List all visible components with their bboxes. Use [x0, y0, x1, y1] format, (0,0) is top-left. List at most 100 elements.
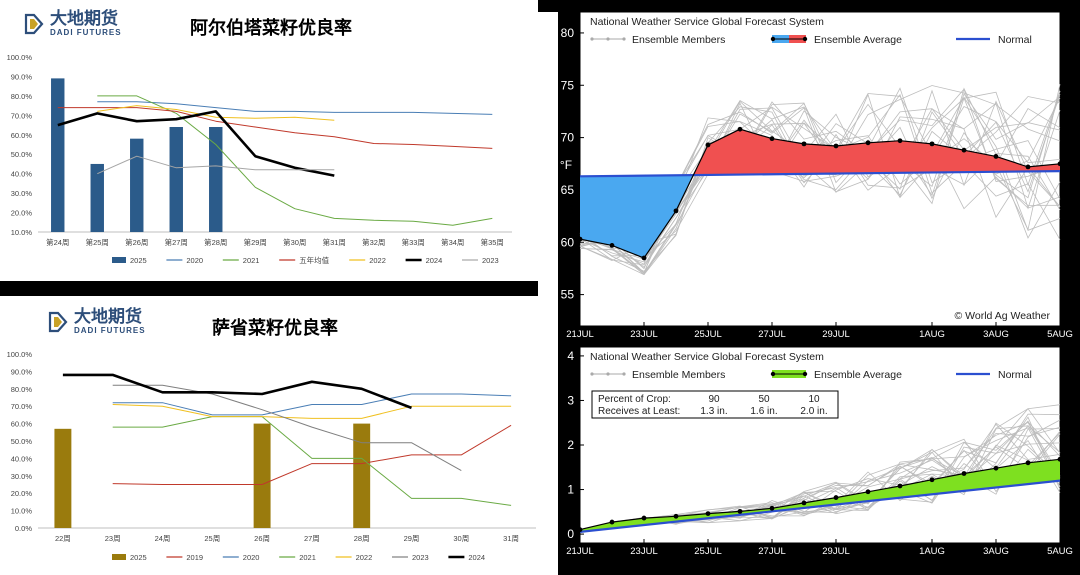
y-tick-label: 20.0% [11, 489, 33, 498]
y-tick-label: 80 [561, 26, 575, 40]
ensemble-average-point [801, 500, 807, 506]
ensemble-average-point [961, 147, 967, 153]
x-tick-label: 第32周 [362, 237, 385, 247]
ensemble-average-point [993, 465, 999, 471]
average-normal-fill [644, 175, 676, 258]
x-tick-label: 5AUG [1047, 546, 1073, 557]
x-tick-label: 第33周 [402, 237, 425, 247]
legend-label-2023: 2023 [482, 256, 499, 265]
crop-table-row2-label: Receives at Least: [598, 406, 680, 417]
legend-label-2022: 2022 [356, 553, 373, 562]
ensemble-average-point [577, 527, 583, 533]
y-axis-label: °F [560, 158, 572, 172]
legend-average-dot [802, 36, 808, 42]
ensemble-member-line [579, 96, 1061, 275]
ensemble-average-point [1025, 164, 1031, 170]
legend-label-members: Ensemble Members [632, 34, 725, 46]
ensemble-average-point [833, 143, 839, 149]
x-tick-label: 28周 [354, 534, 370, 543]
legend-label-2020: 2020 [186, 256, 203, 265]
ensemble-average-point [1057, 161, 1063, 167]
crop-table-row2-value: 1.3 in. [700, 406, 727, 417]
average-normal-fill [693, 144, 708, 176]
legend-label-members: Ensemble Members [632, 369, 725, 381]
x-tick-label: 25周 [204, 534, 220, 543]
brand-name-cn: 大地期货 [50, 9, 118, 29]
x-tick-label: 第31周 [323, 237, 346, 247]
y-tick-label: 0.0% [15, 524, 32, 533]
y-tick-label: 40.0% [11, 170, 33, 179]
x-tick-label: 27周 [304, 534, 320, 543]
y-tick-label: 1 [567, 483, 574, 497]
legend-label-2021: 2021 [243, 256, 260, 265]
x-tick-label: 第34周 [441, 237, 464, 247]
ensemble-average-point [929, 477, 935, 483]
average-normal-fill [964, 150, 996, 173]
x-tick-label: 29周 [404, 534, 420, 543]
ensemble-average-point [833, 495, 839, 500]
brand-logo: 大地期货 DADI FUTURES [22, 10, 122, 37]
crop-table-row1-label: Percent of Crop: [598, 394, 671, 405]
y-tick-label: 10.0% [11, 507, 33, 516]
average-normal-fill [900, 140, 932, 173]
x-tick-label: 27JUL [758, 546, 785, 557]
x-tick-label: 第27周 [165, 237, 188, 247]
brand-name-en-2: DADI FUTURES [74, 326, 146, 335]
legend-members-dot [590, 372, 594, 376]
nws-title: National Weather Service Global Forecast… [590, 16, 824, 28]
y-tick-label: 70.0% [11, 402, 33, 411]
bar-2025 [130, 138, 144, 232]
legend-label-normal: Normal [998, 369, 1032, 381]
legend-average-dot [770, 371, 776, 377]
crop-table-row2-value: 1.6 in. [750, 406, 777, 417]
ensemble-average-point [993, 154, 999, 159]
legend-label-2023: 2023 [412, 553, 429, 562]
ensemble-member-line [579, 93, 1061, 275]
average-normal-fill [836, 142, 868, 174]
brand-mark-icon [48, 311, 68, 332]
alberta-chart-svg: 10.0% 20.0% 30.0% 40.0% 50.0% 60.0% 70.0% 80.0%… [7, 53, 512, 265]
y-tick-label: 70 [561, 131, 575, 145]
series-line-2020 [112, 393, 512, 416]
legend-swatch-2025 [112, 554, 126, 560]
series-line-2021 [112, 416, 512, 506]
credit-text: © World Ag Weather [955, 310, 1051, 322]
saskatchewan-chart-title: 萨省菜籽优良率 [212, 318, 338, 339]
legend-swatch-2025 [112, 257, 126, 263]
legend-label-normal: Normal [998, 34, 1032, 46]
series-line-2024 [57, 110, 335, 177]
series-line-2023 [97, 155, 335, 175]
average-normal-fill [996, 156, 1028, 172]
legend-label-五年均值: 五年均值 [299, 255, 329, 265]
x-tick-label: 27JUL [758, 329, 785, 339]
average-normal-fill [1028, 163, 1060, 172]
ensemble-average-point [609, 519, 615, 525]
nws-precipitation-panel: 0 1 2 3 4 21JUL 23JUL 25JUL 27JUL 29JUL 1AUG 3AUG 5A… [558, 339, 1080, 575]
ensemble-average-point [577, 236, 583, 242]
y-tick-label: 20.0% [11, 209, 33, 218]
y-tick-label: 50.0% [11, 437, 33, 446]
x-tick-label: 第30周 [283, 237, 306, 247]
x-tick-label: 24周 [155, 534, 171, 543]
series-line-五年均值 [57, 107, 493, 149]
legend-label-2021: 2021 [299, 553, 316, 562]
y-tick-label: 50.0% [11, 150, 33, 159]
ensemble-average-point [769, 505, 775, 511]
ensemble-average-point [641, 255, 647, 261]
ensemble-average-point [609, 243, 615, 248]
average-normal-fill [580, 175, 612, 246]
legend-members-dot [606, 37, 610, 41]
average-normal-fill [580, 459, 1060, 532]
x-tick-label: 第35周 [481, 237, 504, 247]
y-tick-label: 75 [561, 78, 575, 92]
y-tick-label: 2 [567, 438, 574, 452]
ensemble-average-point [1025, 460, 1031, 466]
y-tick-label: 3 [567, 393, 574, 407]
ensemble-average-point [673, 513, 679, 519]
x-tick-label: 30周 [453, 534, 469, 543]
average-normal-fill [740, 129, 772, 175]
ensemble-average-point [929, 141, 935, 147]
series-line-2020 [97, 101, 493, 115]
x-tick-label: 1AUG [919, 329, 945, 339]
series-line-2022 [112, 404, 512, 419]
